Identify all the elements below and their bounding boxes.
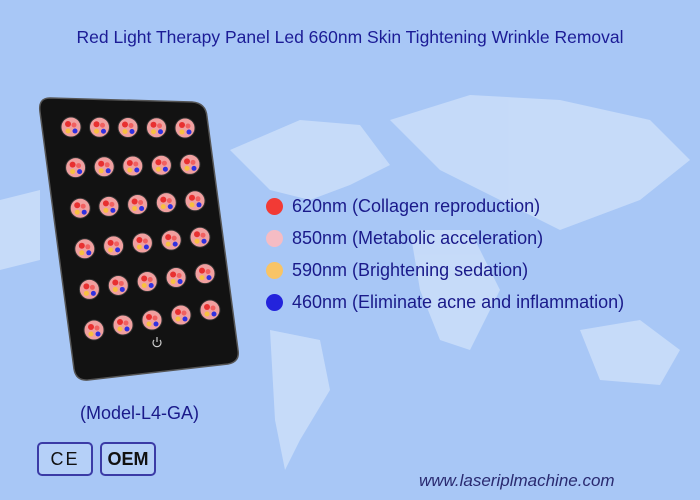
wavelength-list: 620nm (Collagen reproduction) 850nm (Met… <box>266 190 624 318</box>
led-bulb <box>78 278 100 300</box>
feature-item: 850nm (Metabolic acceleration) <box>266 222 624 254</box>
feature-label: 460nm (Eliminate acne and inflammation) <box>292 291 625 312</box>
color-dot <box>266 293 283 311</box>
led-bulb <box>60 116 82 138</box>
led-bulb <box>136 271 158 292</box>
feature-label: 850nm (Metabolic acceleration) <box>292 227 544 248</box>
led-bulb <box>107 274 129 296</box>
africa-shape <box>410 230 500 350</box>
led-bulb <box>150 154 172 176</box>
south-america-shape <box>270 330 330 470</box>
led-bulb <box>141 309 163 331</box>
led-bulb <box>170 304 192 326</box>
feature-label: 620nm (Collagen reproduction) <box>292 195 541 216</box>
led-bulb <box>93 156 115 178</box>
led-bulb <box>189 226 211 248</box>
led-bulb <box>155 192 177 214</box>
led-bulb <box>165 267 187 289</box>
ce-badge: CE <box>37 442 93 476</box>
led-bulb <box>98 195 120 217</box>
led-bulb <box>69 197 91 219</box>
led-bulb <box>112 314 134 336</box>
led-bulb <box>160 229 182 251</box>
australia-shape <box>580 320 680 385</box>
led-bulb <box>83 319 105 341</box>
feature-item: 620nm (Collagen reproduction) <box>266 190 624 222</box>
led-bulb <box>179 153 201 175</box>
color-dot <box>266 229 283 247</box>
led-bulb <box>122 155 144 177</box>
led-bulb <box>89 116 110 138</box>
led-bulb <box>65 157 87 179</box>
feature-item: 590nm (Brightening sedation) <box>266 254 624 286</box>
page-title: Red Light Therapy Panel Led 660nm Skin T… <box>76 27 624 47</box>
website-url: www.laseriplmachine.com <box>419 471 615 490</box>
led-bulb <box>194 263 216 285</box>
model-label: (Model-L4-GA) <box>80 403 200 423</box>
eurasia-shape <box>390 95 690 230</box>
land-left-shape <box>0 190 40 270</box>
color-dot <box>266 197 283 215</box>
led-bulb <box>117 117 139 138</box>
power-icon <box>152 337 162 348</box>
feature-label: 590nm (Brightening sedation) <box>292 259 529 280</box>
led-bulb <box>199 299 221 321</box>
oem-badge: OEM <box>100 442 156 476</box>
led-bulb <box>127 194 149 215</box>
led-bulb <box>131 232 153 254</box>
led-bulb <box>103 235 125 257</box>
feature-item: 460nm (Eliminate acne and inflammation) <box>266 286 624 318</box>
north-america-shape <box>230 120 390 200</box>
led-bulb <box>74 238 96 260</box>
led-bulb <box>146 117 167 139</box>
led-bulb <box>174 117 196 139</box>
color-dot <box>266 261 283 279</box>
led-bulb <box>184 190 206 212</box>
